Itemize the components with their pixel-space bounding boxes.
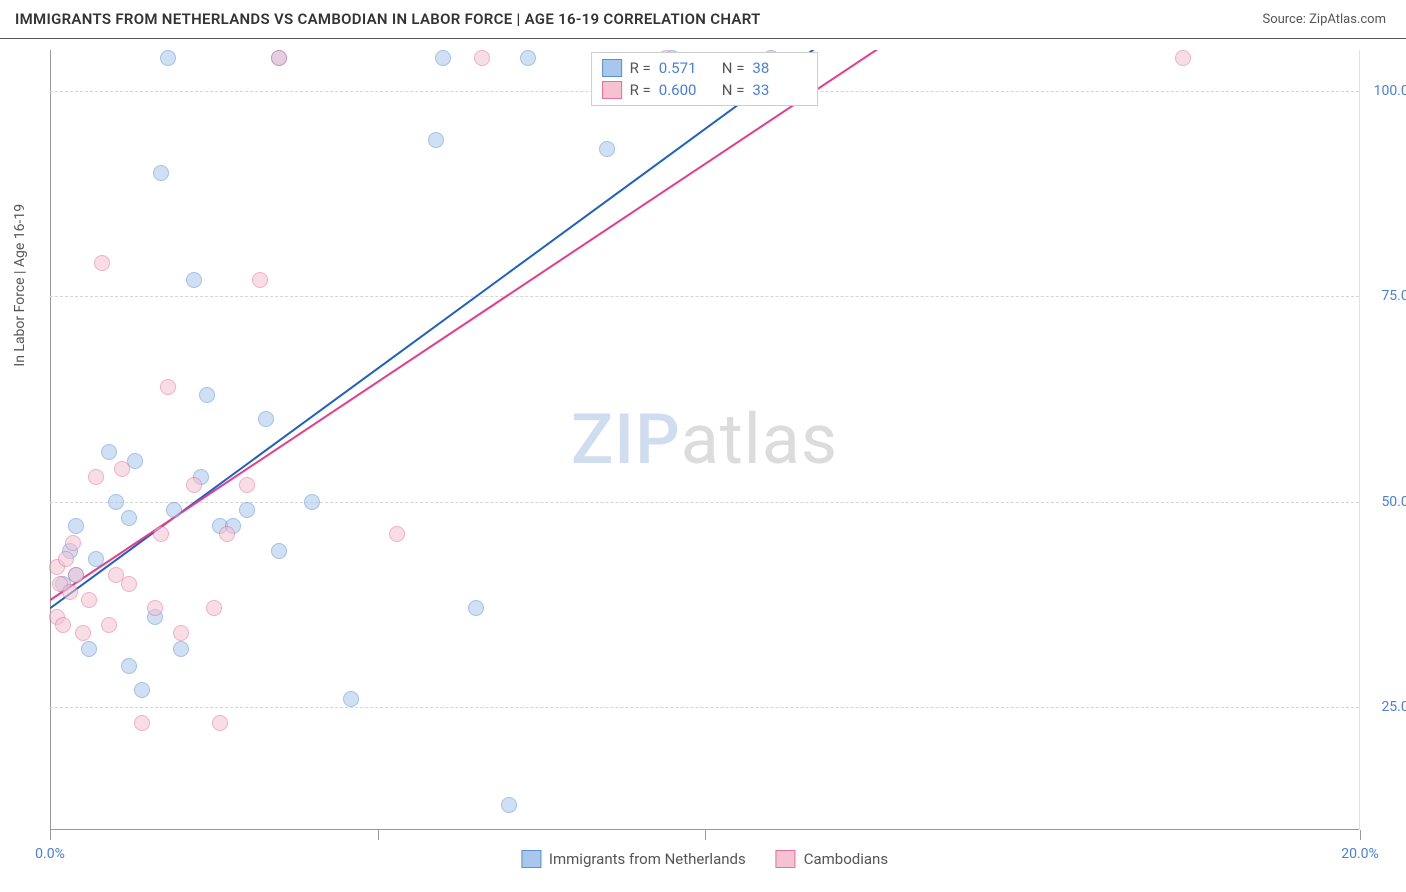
legend-n-value: 38 bbox=[752, 59, 807, 77]
legend-series-name: Cambodians bbox=[804, 850, 888, 868]
scatter-point bbox=[219, 526, 235, 542]
scatter-point bbox=[134, 715, 150, 731]
scatter-point bbox=[435, 50, 451, 66]
scatter-point bbox=[186, 272, 202, 288]
scatter-point bbox=[160, 379, 176, 395]
scatter-point bbox=[121, 576, 137, 592]
correlation-legend: R = 0.571 N = 38 R = 0.600 N = 33 bbox=[591, 52, 819, 106]
scatter-point bbox=[1175, 50, 1191, 66]
scatter-point bbox=[153, 165, 169, 181]
scatter-point bbox=[108, 494, 124, 510]
legend-r-label: R = bbox=[630, 81, 651, 99]
source-value: ZipAtlas.com bbox=[1309, 12, 1386, 27]
scatter-point bbox=[114, 461, 130, 477]
ytick-label: 25.0% bbox=[1381, 699, 1406, 715]
scatter-point bbox=[474, 50, 490, 66]
scatter-point bbox=[173, 641, 189, 657]
scatter-point bbox=[88, 551, 104, 567]
ytick-label: 100.0% bbox=[1374, 83, 1406, 99]
scatter-point bbox=[121, 658, 137, 674]
scatter-point bbox=[153, 526, 169, 542]
scatter-point bbox=[520, 50, 536, 66]
legend-item: Immigrants from Netherlands bbox=[521, 850, 746, 868]
legend-n-label: N = bbox=[722, 59, 745, 77]
scatter-point bbox=[134, 682, 150, 698]
scatter-point bbox=[468, 600, 484, 616]
scatter-point bbox=[75, 625, 91, 641]
scatter-point bbox=[55, 617, 71, 633]
legend-swatch bbox=[602, 59, 622, 77]
scatter-point bbox=[271, 543, 287, 559]
legend-swatch bbox=[521, 850, 541, 868]
legend-r-label: R = bbox=[630, 59, 651, 77]
scatter-point bbox=[343, 691, 359, 707]
scatter-point bbox=[81, 641, 97, 657]
scatter-point bbox=[62, 584, 78, 600]
y-axis-title: In Labor Force | Age 16-19 bbox=[12, 204, 28, 367]
legend-row: R = 0.600 N = 33 bbox=[602, 79, 808, 101]
legend-row: R = 0.571 N = 38 bbox=[602, 57, 808, 79]
legend-n-value: 33 bbox=[752, 81, 807, 99]
scatter-point bbox=[68, 518, 84, 534]
scatter-point bbox=[239, 502, 255, 518]
ytick-label: 50.0% bbox=[1381, 494, 1406, 510]
scatter-point bbox=[501, 797, 517, 813]
chart-source: Source: ZipAtlas.com bbox=[1262, 12, 1386, 27]
series-legend: Immigrants from Netherlands Cambodians bbox=[521, 850, 888, 868]
chart-title: IMMIGRANTS FROM NETHERLANDS VS CAMBODIAN… bbox=[15, 10, 761, 28]
scatter-point bbox=[173, 625, 189, 641]
legend-r-value: 0.600 bbox=[659, 81, 714, 99]
scatter-point bbox=[81, 592, 97, 608]
xtick bbox=[50, 830, 51, 840]
scatter-point bbox=[147, 600, 163, 616]
ytick-label: 75.0% bbox=[1381, 288, 1406, 304]
legend-r-value: 0.571 bbox=[659, 59, 714, 77]
legend-series-name: Immigrants from Netherlands bbox=[549, 850, 746, 868]
legend-swatch bbox=[602, 81, 622, 99]
scatter-point bbox=[389, 526, 405, 542]
scatter-point bbox=[121, 510, 137, 526]
scatter-point bbox=[160, 50, 176, 66]
scatter-point bbox=[65, 535, 81, 551]
scatter-point bbox=[258, 411, 274, 427]
legend-swatch bbox=[776, 850, 796, 868]
chart-plot-area: In Labor Force | Age 16-19 25.0%50.0%75.… bbox=[50, 50, 1360, 830]
scatter-point bbox=[68, 567, 84, 583]
scatter-point bbox=[101, 617, 117, 633]
scatter-point bbox=[271, 50, 287, 66]
source-label: Source: bbox=[1262, 12, 1309, 27]
xtick bbox=[378, 830, 379, 840]
scatter-point bbox=[252, 272, 268, 288]
legend-item: Cambodians bbox=[776, 850, 888, 868]
xtick-label: 20.0% bbox=[1341, 846, 1379, 862]
scatter-point bbox=[186, 477, 202, 493]
scatter-point bbox=[212, 715, 228, 731]
scatter-point bbox=[88, 469, 104, 485]
scatter-point bbox=[239, 477, 255, 493]
scatter-point bbox=[599, 141, 615, 157]
xtick bbox=[1360, 830, 1361, 840]
scatter-point bbox=[94, 255, 110, 271]
scatter-point bbox=[304, 494, 320, 510]
scatter-points-layer bbox=[50, 50, 1359, 830]
legend-n-label: N = bbox=[722, 81, 745, 99]
xtick-label: 0.0% bbox=[35, 846, 65, 862]
scatter-point bbox=[428, 132, 444, 148]
scatter-point bbox=[199, 387, 215, 403]
scatter-point bbox=[206, 600, 222, 616]
scatter-point bbox=[166, 502, 182, 518]
scatter-point bbox=[58, 551, 74, 567]
chart-header: IMMIGRANTS FROM NETHERLANDS VS CAMBODIAN… bbox=[0, 0, 1406, 39]
scatter-point bbox=[101, 444, 117, 460]
xtick bbox=[705, 830, 706, 840]
